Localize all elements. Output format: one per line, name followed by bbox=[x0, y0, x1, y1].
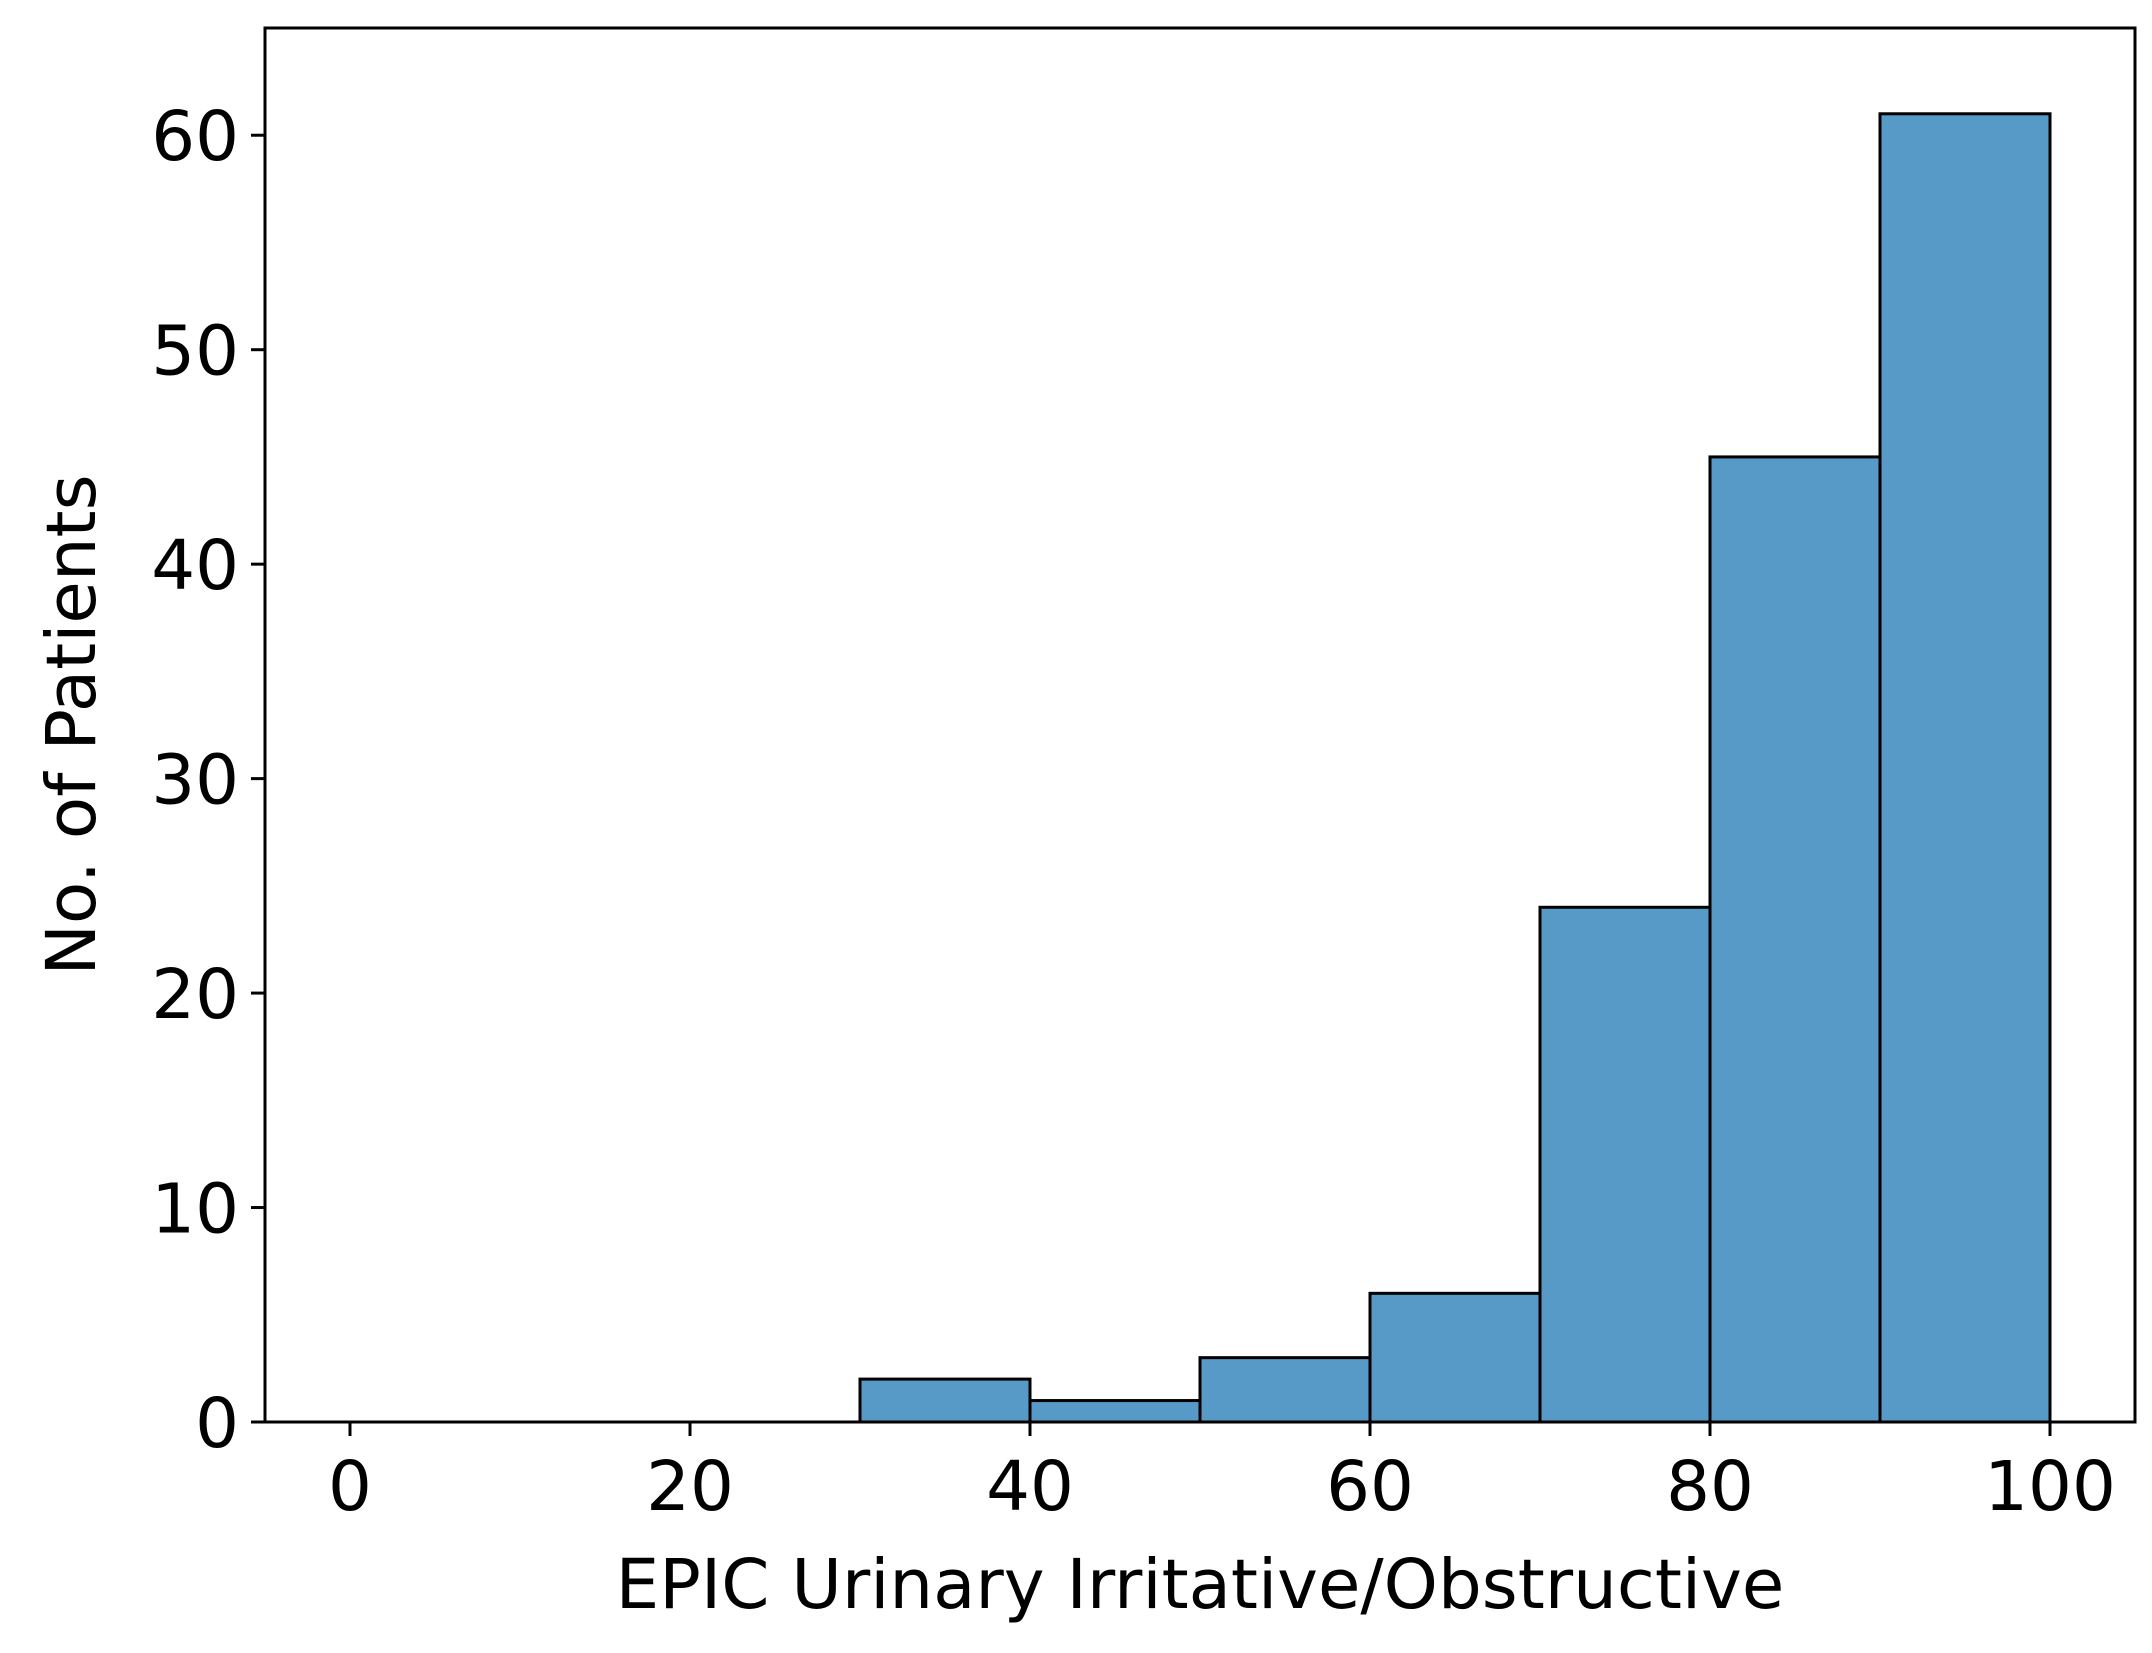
y-axis-ticks: 0 10 20 30 40 50 60 bbox=[151, 97, 265, 1464]
x-axis-label: EPIC Urinary Irritative/Obstructive bbox=[616, 1545, 1785, 1625]
x-tick-label: 100 bbox=[1984, 1447, 2116, 1527]
x-tick-label: 40 bbox=[986, 1447, 1074, 1527]
y-axis-label: No. of Patients bbox=[32, 474, 112, 975]
x-tick-label: 0 bbox=[328, 1447, 372, 1527]
x-tick-label: 80 bbox=[1666, 1447, 1754, 1527]
histogram-bar-8 bbox=[1538, 905, 1712, 1424]
histogram-bar-10 bbox=[1878, 112, 2052, 1424]
x-tick-label: 60 bbox=[1326, 1447, 1414, 1527]
histogram-bars bbox=[858, 112, 2052, 1424]
histogram-bar-9 bbox=[1708, 455, 1882, 1424]
histogram-bar-4 bbox=[858, 1377, 1032, 1424]
histogram-bar-6 bbox=[1198, 1356, 1372, 1424]
histogram-bar-5 bbox=[1028, 1399, 1202, 1424]
y-tick-label: 50 bbox=[151, 312, 239, 392]
histogram-bar-7 bbox=[1368, 1291, 1542, 1424]
y-tick-label: 30 bbox=[151, 741, 239, 821]
y-tick-label: 0 bbox=[195, 1384, 239, 1464]
plot-frame bbox=[263, 26, 2137, 1424]
x-axis-ticks: 0 20 40 60 80 100 bbox=[328, 1422, 2116, 1527]
y-tick-label: 40 bbox=[151, 526, 239, 606]
y-tick-label: 60 bbox=[151, 97, 239, 177]
x-tick-label: 20 bbox=[646, 1447, 734, 1527]
y-tick-label: 20 bbox=[151, 955, 239, 1035]
y-tick-label: 10 bbox=[151, 1170, 239, 1250]
